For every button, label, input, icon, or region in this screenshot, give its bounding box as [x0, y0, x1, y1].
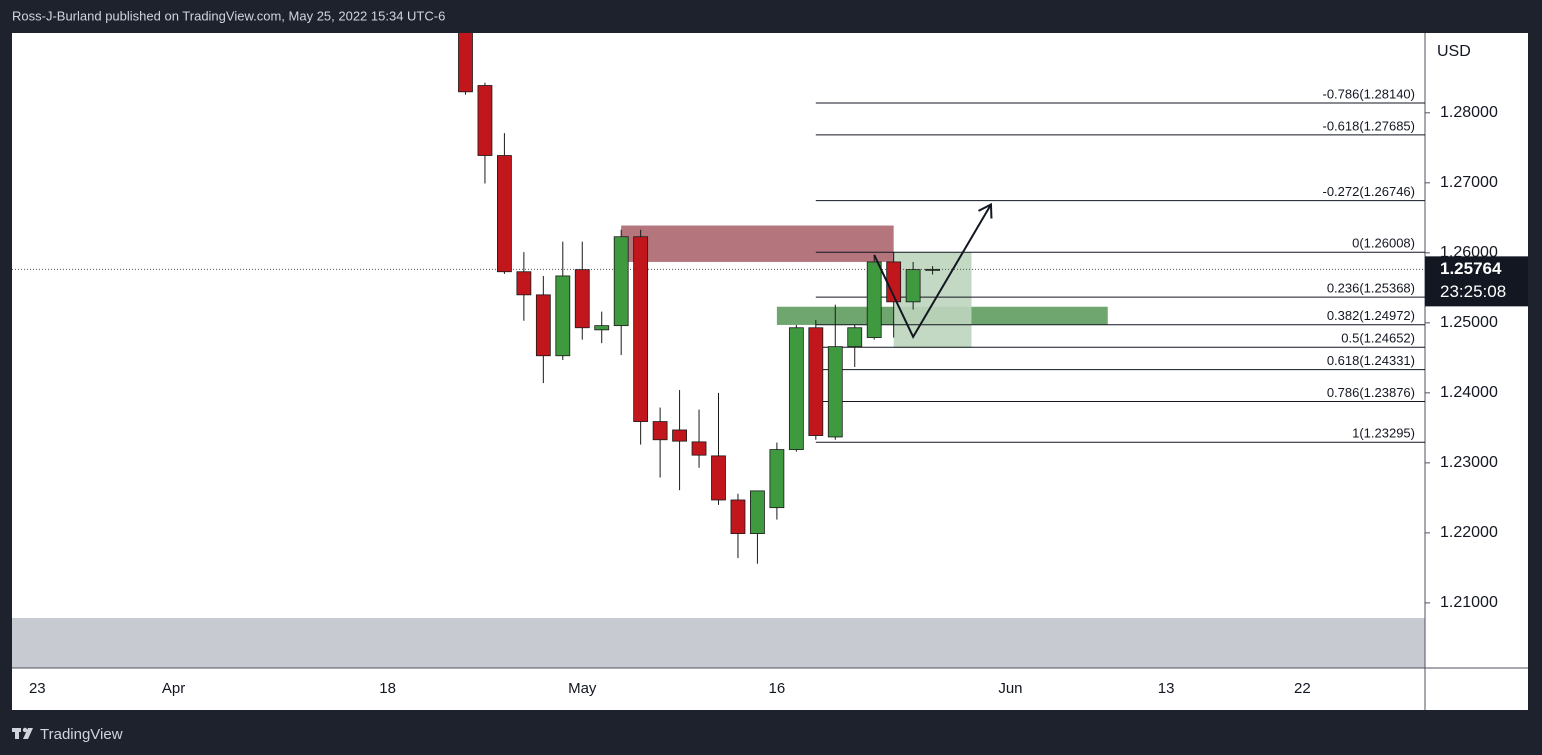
- candle-body: [925, 268, 940, 271]
- x-tick-label: May: [568, 680, 597, 697]
- candle-body: [594, 325, 610, 331]
- candle-body: [574, 269, 590, 329]
- arrow-head: [978, 202, 993, 219]
- x-tick-label: 16: [769, 680, 786, 697]
- y-tick-label: 1.27000: [1440, 174, 1498, 191]
- candle-body: [847, 327, 863, 348]
- plot: [12, 33, 1425, 564]
- candle-body: [672, 429, 687, 442]
- candle-body: [788, 327, 804, 450]
- candle-body: [730, 499, 746, 534]
- candle-body: [652, 421, 668, 441]
- x-tick-label: 22: [1294, 680, 1311, 697]
- candle-body: [808, 327, 824, 436]
- y-axis-label: USD: [1437, 43, 1471, 60]
- candle-body: [827, 346, 843, 438]
- fib-label: 0(1.26008): [1352, 236, 1415, 251]
- fib-label: -0.618(1.27685): [1322, 118, 1415, 133]
- x-tick-label: Jun: [998, 680, 1022, 697]
- candle-body: [555, 275, 571, 357]
- x-tick-label: 13: [1158, 680, 1175, 697]
- x-tick-label: Apr: [162, 680, 185, 697]
- y-tick-label: 1.23000: [1440, 454, 1498, 471]
- y-tick-label: 1.28000: [1440, 104, 1498, 121]
- header-text: Ross-J-Burland published on TradingView.…: [12, 8, 445, 23]
- candle-body: [691, 441, 707, 456]
- y-tick-label: 1.24000: [1440, 384, 1498, 401]
- x-tick-label: 18: [379, 680, 396, 697]
- bottom-band: [12, 618, 1425, 668]
- candle-body: [633, 236, 649, 422]
- fib-label: 0.382(1.24972): [1327, 308, 1415, 323]
- candle-body: [769, 449, 785, 509]
- candle-body: [905, 269, 921, 303]
- countdown-label: 23:25:08: [1440, 282, 1506, 301]
- fib-label: 0.786(1.23876): [1327, 385, 1415, 400]
- fib-label: -0.786(1.28140): [1322, 86, 1415, 101]
- logo-icon: [12, 727, 33, 739]
- candle-body: [866, 261, 882, 338]
- candle-body: [477, 85, 493, 156]
- fib-label: 1(1.23295): [1352, 426, 1415, 441]
- fib-label: -0.272(1.26746): [1322, 184, 1415, 199]
- plot-background: [12, 33, 1528, 710]
- y-tick-label: 1.22000: [1440, 524, 1498, 541]
- y-tick-label: 1.25000: [1440, 314, 1498, 331]
- arrow-path: [873, 204, 992, 339]
- candle-body: [613, 236, 629, 327]
- candle-body: [458, 33, 473, 93]
- candle-body: [516, 271, 532, 296]
- zone: [621, 225, 894, 262]
- candle-body: [497, 155, 512, 273]
- candle-body: [535, 294, 551, 357]
- last-price-box: [1425, 256, 1528, 307]
- fib-label: 0.5(1.24652): [1341, 331, 1415, 346]
- footer-logo: TradingView: [40, 726, 123, 743]
- x-tick-label: 23: [29, 680, 46, 697]
- fib-label: 0.236(1.25368): [1327, 281, 1415, 296]
- y-tick-label: 1.21000: [1440, 594, 1498, 611]
- candle-body: [711, 455, 726, 501]
- fib-label: 0.618(1.24331): [1327, 353, 1415, 368]
- candle-body: [750, 490, 765, 534]
- last-price-label: 1.25764: [1440, 259, 1502, 278]
